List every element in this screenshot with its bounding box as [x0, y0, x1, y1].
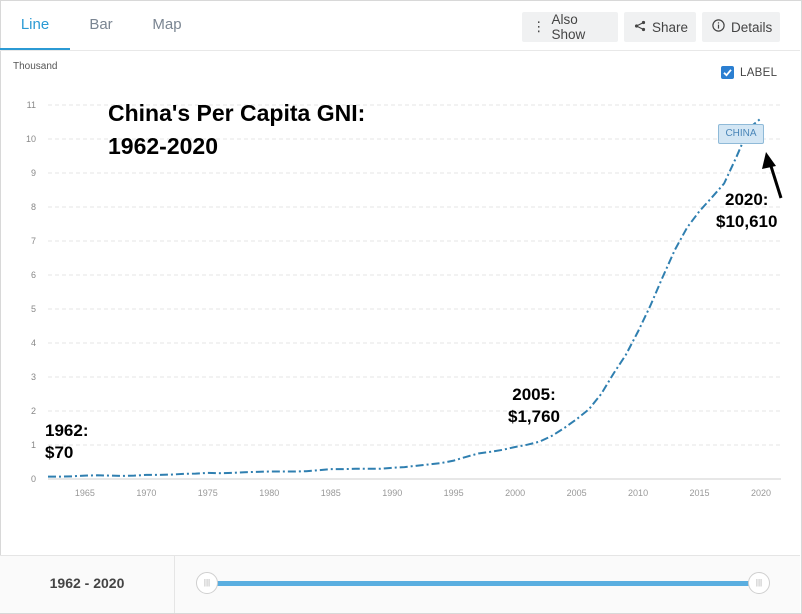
y-tick-labels: 0 1 2 3 4 5 6 7 8 9 10 11: [26, 100, 36, 484]
x-tick-labels: 1965 1970 1975 1980 1985 1990 1995 2000 2005 2010…: [75, 488, 771, 498]
y-tick-label-0: 0: [31, 474, 36, 484]
tab-map[interactable]: Map: [152, 16, 182, 33]
annotation-1962-line-1: 1962:: [45, 421, 89, 440]
vertical-dots-icon: ⋮: [532, 19, 546, 34]
annotation-2020-line-2: $10,610: [716, 212, 778, 231]
tab-bar[interactable]: Bar: [89, 16, 113, 33]
annotation-1962-line-2: $70: [45, 443, 74, 462]
x-tick-label-2015: 2015: [690, 488, 710, 498]
details-button[interactable]: Details: [702, 12, 780, 42]
annotation-2005-line-1: 2005:: [512, 385, 556, 404]
y-tick-label-11: 11: [27, 100, 36, 110]
range-slider-track[interactable]: [207, 581, 759, 586]
y-axis-unit: Thousand: [13, 61, 58, 72]
also-show-button[interactable]: ⋮ Also Show: [522, 12, 618, 42]
info-icon: [712, 19, 725, 35]
range-end-handle[interactable]: |||: [748, 572, 770, 594]
x-tick-label-2010: 2010: [628, 488, 648, 498]
share-icon: [634, 20, 646, 35]
annotation-2020: 2020: $10,610: [716, 189, 777, 233]
grid-lines: [48, 104, 781, 480]
share-button[interactable]: Share: [624, 12, 696, 42]
share-label: Share: [652, 19, 689, 35]
label-toggle[interactable]: LABEL: [721, 66, 777, 79]
x-tick-label-1990: 1990: [382, 488, 402, 498]
x-tick-label-2020: 2020: [751, 488, 771, 498]
y-tick-label-3: 3: [31, 372, 36, 382]
chart-type-tabs: Line Bar Map: [0, 0, 202, 52]
tab-line[interactable]: Line: [0, 0, 70, 50]
annotation-2020-line-1: 2020:: [724, 190, 769, 209]
series-label-china[interactable]: CHINA: [718, 124, 764, 144]
range-label: 1962 - 2020: [0, 556, 175, 613]
also-show-label: Also Show: [551, 12, 586, 42]
checkbox-checked-icon[interactable]: [721, 66, 734, 79]
details-label: Details: [731, 19, 773, 35]
series-china: [48, 117, 762, 478]
x-tick-label-1995: 1995: [444, 488, 464, 498]
chart-title-line-1: China's Per Capita GNI:: [108, 100, 366, 126]
x-tick-label-1970: 1970: [136, 488, 156, 498]
range-start-handle[interactable]: |||: [196, 572, 218, 594]
chart-title: China's Per Capita GNI: 1962-2020: [108, 97, 365, 163]
y-tick-label-7: 7: [31, 236, 36, 246]
chart-title-line-2: 1962-2020: [108, 133, 218, 159]
tabs-divider: [0, 50, 800, 51]
x-tick-label-2000: 2000: [505, 488, 525, 498]
label-toggle-text: LABEL: [740, 66, 778, 79]
x-tick-label-2005: 2005: [567, 488, 587, 498]
annotation-1962: 1962: $70: [45, 420, 88, 464]
y-tick-label-4: 4: [31, 338, 36, 348]
annotation-2005-line-2: $1,760: [508, 407, 560, 426]
x-tick-label-1975: 1975: [198, 488, 218, 498]
x-tick-label-1980: 1980: [259, 488, 279, 498]
y-tick-label-10: 10: [26, 134, 36, 144]
y-tick-label-1: 1: [31, 440, 36, 450]
x-tick-label-1965: 1965: [75, 488, 95, 498]
annotation-2005: 2005: $1,760: [508, 384, 560, 428]
series-line-china: [48, 117, 762, 478]
toolbar: ⋮ Also Show Share Details: [522, 12, 780, 42]
y-tick-label-9: 9: [31, 168, 36, 178]
x-tick-label-1985: 1985: [321, 488, 341, 498]
y-tick-label-6: 6: [31, 270, 36, 280]
y-tick-label-2: 2: [31, 406, 36, 416]
y-tick-label-5: 5: [31, 304, 36, 314]
range-footer: 1962 - 2020 ||| |||: [0, 555, 800, 613]
y-tick-label-8: 8: [31, 202, 36, 212]
annotation-arrow: [762, 152, 783, 199]
